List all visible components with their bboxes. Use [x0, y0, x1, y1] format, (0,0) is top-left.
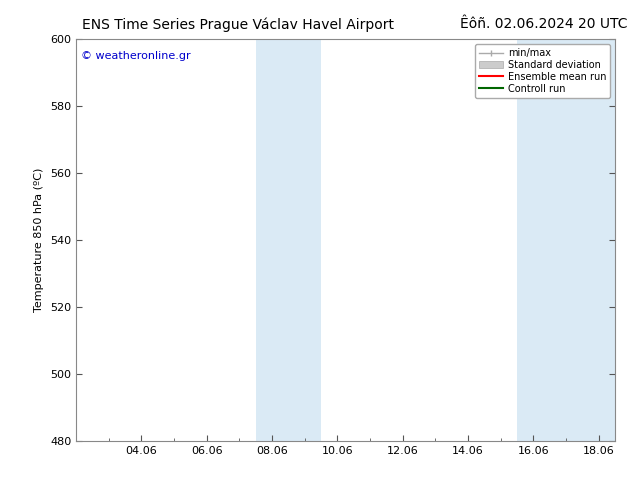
- Bar: [517, 39, 615, 441]
- Y-axis label: Temperature 850 hPa (ºC): Temperature 850 hPa (ºC): [34, 168, 44, 312]
- Bar: [256, 39, 321, 441]
- Text: Êôñ. 02.06.2024 20 UTC: Êôñ. 02.06.2024 20 UTC: [460, 17, 628, 31]
- Legend: min/max, Standard deviation, Ensemble mean run, Controll run: min/max, Standard deviation, Ensemble me…: [475, 44, 610, 98]
- Text: © weatheronline.gr: © weatheronline.gr: [81, 51, 191, 61]
- Text: ENS Time Series Prague Václav Havel Airport: ENS Time Series Prague Václav Havel Airp…: [82, 17, 394, 32]
